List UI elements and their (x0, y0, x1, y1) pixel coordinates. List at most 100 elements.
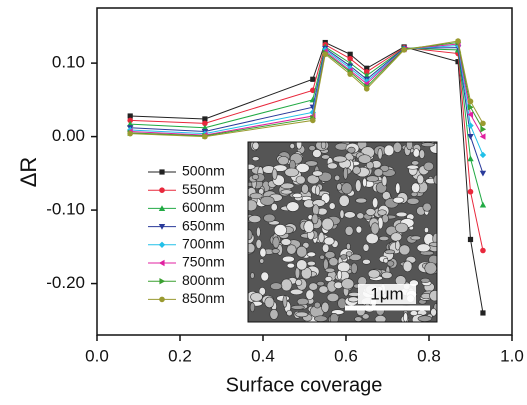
y-tick-label: -0.10 (46, 200, 85, 219)
grain (336, 270, 343, 280)
grain (341, 278, 355, 290)
grain (324, 251, 336, 259)
grain (301, 183, 309, 194)
y-tick-label: -0.20 (46, 273, 85, 292)
grain (366, 175, 380, 183)
grain (338, 194, 350, 207)
scale-label: 1μm (370, 284, 403, 303)
marker (479, 151, 487, 159)
grain (305, 289, 315, 300)
grain (336, 182, 343, 191)
grain (383, 257, 389, 264)
grain (420, 277, 431, 283)
y-axis-title: ΔR (16, 157, 41, 188)
grain (248, 163, 256, 170)
plot-frame (96, 7, 513, 336)
grain (411, 182, 421, 194)
legend-label: 650nm (182, 217, 225, 233)
grain (377, 209, 387, 216)
grain (390, 232, 403, 242)
marker (363, 86, 370, 92)
marker (479, 201, 487, 208)
marker (455, 59, 461, 65)
grain (418, 149, 426, 159)
grain (284, 167, 299, 178)
grain (422, 202, 432, 212)
y-tick-label: 0.00 (52, 126, 85, 145)
marker (363, 69, 370, 75)
grain (344, 211, 356, 219)
grain (312, 149, 322, 158)
marker (310, 87, 316, 94)
marker (127, 117, 133, 124)
legend-label: 800nm (182, 272, 225, 288)
grain (429, 290, 437, 302)
grain (433, 174, 437, 185)
grain (340, 254, 348, 260)
grain (280, 238, 292, 246)
grain (417, 315, 433, 322)
grain (272, 164, 288, 172)
marker (202, 116, 208, 122)
grain (395, 240, 401, 251)
grain (421, 142, 435, 147)
grain (312, 170, 323, 177)
grain (347, 296, 359, 303)
series-line (130, 44, 484, 156)
marker (480, 310, 486, 316)
legend-label: 850nm (182, 290, 225, 306)
grain (326, 292, 340, 303)
grain (374, 315, 387, 322)
legend-label: 600nm (182, 199, 225, 215)
grain (373, 168, 384, 177)
marker (127, 130, 133, 137)
grain (255, 239, 262, 250)
marker (467, 236, 474, 243)
grain (410, 235, 422, 241)
grain (355, 197, 368, 204)
marker (455, 38, 461, 44)
grain (356, 212, 365, 220)
grain (352, 166, 361, 175)
grain (406, 197, 420, 205)
grain (424, 227, 429, 233)
grain (361, 313, 370, 320)
marker (479, 133, 486, 140)
grain (377, 148, 383, 160)
series-line (130, 43, 484, 137)
marker (480, 247, 486, 254)
grain (251, 156, 260, 162)
grain (295, 311, 309, 318)
grain (321, 154, 331, 160)
grain (381, 175, 388, 187)
grain (281, 255, 295, 263)
series-line (130, 40, 484, 138)
grain (271, 168, 278, 180)
grain (409, 310, 419, 317)
grain (264, 296, 275, 309)
series-line (130, 41, 484, 314)
grain (289, 143, 295, 150)
marker (467, 104, 474, 111)
grain (403, 312, 408, 322)
grain (256, 226, 261, 238)
grain (319, 254, 325, 260)
grain (343, 167, 349, 180)
grain (272, 236, 280, 249)
grain (395, 211, 408, 218)
grain (296, 245, 308, 258)
marker (202, 120, 208, 127)
grain (349, 253, 362, 261)
inset-border (247, 141, 438, 323)
grain (411, 160, 420, 166)
marker (202, 133, 208, 140)
grain (259, 258, 265, 264)
grain (250, 272, 255, 279)
grain (355, 179, 362, 192)
grain (334, 174, 341, 181)
legend-marker (159, 169, 165, 175)
grain (402, 260, 413, 273)
grain (395, 222, 409, 234)
grain (248, 242, 256, 254)
marker (467, 155, 474, 162)
